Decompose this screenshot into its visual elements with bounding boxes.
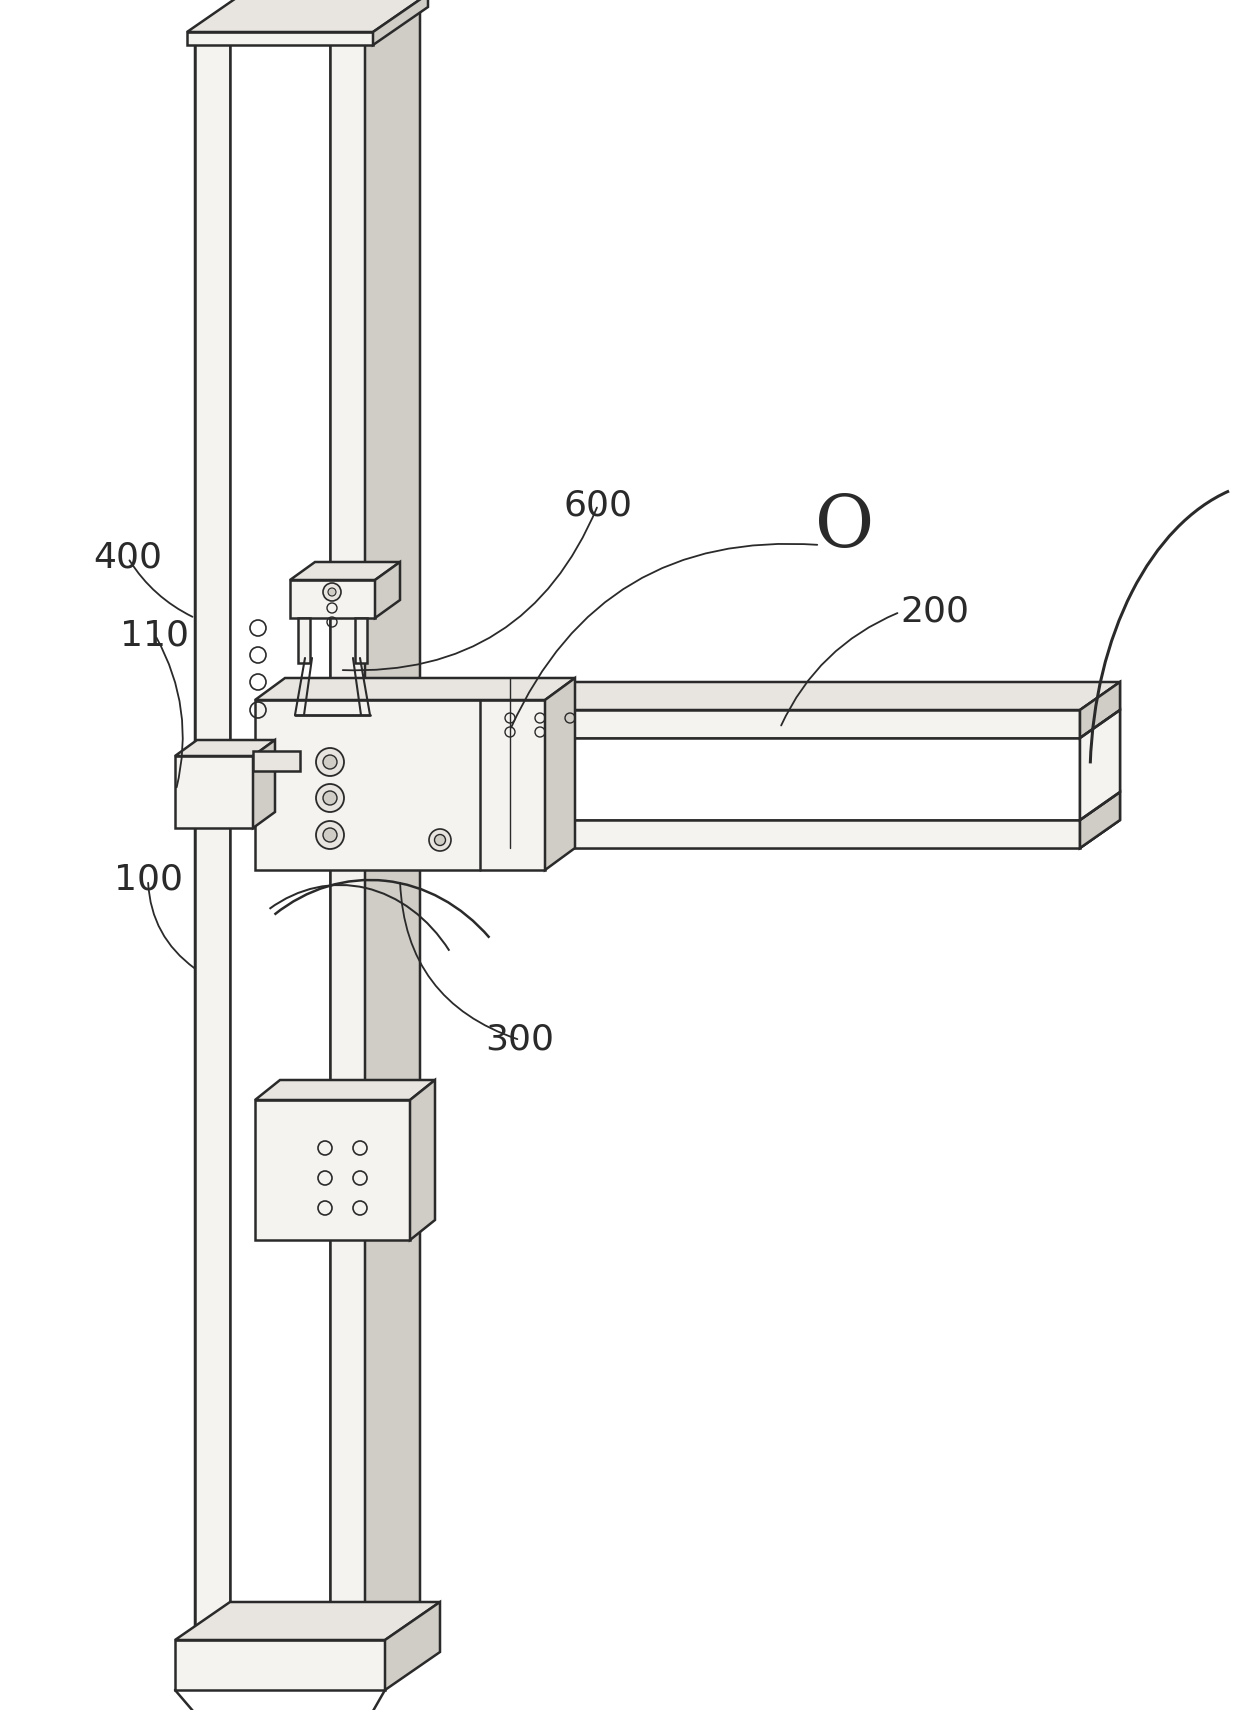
Circle shape: [322, 828, 337, 841]
Polygon shape: [373, 0, 428, 44]
Circle shape: [429, 829, 451, 852]
Text: 110: 110: [120, 617, 190, 652]
Polygon shape: [365, 682, 1120, 710]
Text: 300: 300: [486, 1023, 554, 1057]
Circle shape: [316, 783, 343, 812]
Polygon shape: [229, 2, 384, 39]
Circle shape: [322, 792, 337, 805]
Polygon shape: [255, 1100, 410, 1240]
Polygon shape: [355, 617, 367, 663]
Polygon shape: [253, 751, 300, 771]
Polygon shape: [384, 1602, 440, 1689]
Text: O: O: [816, 492, 874, 563]
Text: 400: 400: [93, 540, 162, 575]
Polygon shape: [195, 2, 250, 1640]
Polygon shape: [255, 1081, 435, 1100]
Polygon shape: [175, 740, 275, 756]
Text: 100: 100: [114, 864, 182, 898]
Polygon shape: [374, 563, 401, 617]
Polygon shape: [253, 740, 275, 828]
Polygon shape: [365, 821, 1080, 848]
Polygon shape: [365, 2, 420, 1640]
Polygon shape: [1080, 682, 1120, 848]
Circle shape: [434, 834, 445, 845]
Polygon shape: [290, 580, 374, 617]
Text: 200: 200: [900, 595, 968, 629]
Polygon shape: [175, 756, 253, 828]
Polygon shape: [1080, 682, 1120, 739]
Text: 600: 600: [563, 487, 632, 522]
Circle shape: [322, 583, 341, 600]
Polygon shape: [195, 39, 229, 1640]
Polygon shape: [1080, 710, 1120, 821]
Circle shape: [329, 588, 336, 597]
Polygon shape: [1080, 792, 1120, 848]
Polygon shape: [330, 39, 365, 1640]
Polygon shape: [255, 677, 575, 699]
Polygon shape: [330, 2, 420, 39]
Polygon shape: [410, 1081, 435, 1240]
Polygon shape: [365, 710, 1080, 739]
Polygon shape: [187, 0, 428, 32]
Polygon shape: [290, 563, 401, 580]
Polygon shape: [175, 1640, 384, 1689]
Circle shape: [322, 756, 337, 770]
Polygon shape: [175, 1602, 440, 1640]
Polygon shape: [365, 821, 1120, 848]
Polygon shape: [255, 699, 546, 870]
Polygon shape: [187, 32, 373, 44]
Circle shape: [316, 747, 343, 776]
Polygon shape: [546, 677, 575, 870]
Polygon shape: [229, 39, 330, 1640]
Polygon shape: [195, 2, 285, 39]
Circle shape: [316, 821, 343, 848]
Polygon shape: [365, 739, 1080, 821]
Polygon shape: [298, 617, 310, 663]
